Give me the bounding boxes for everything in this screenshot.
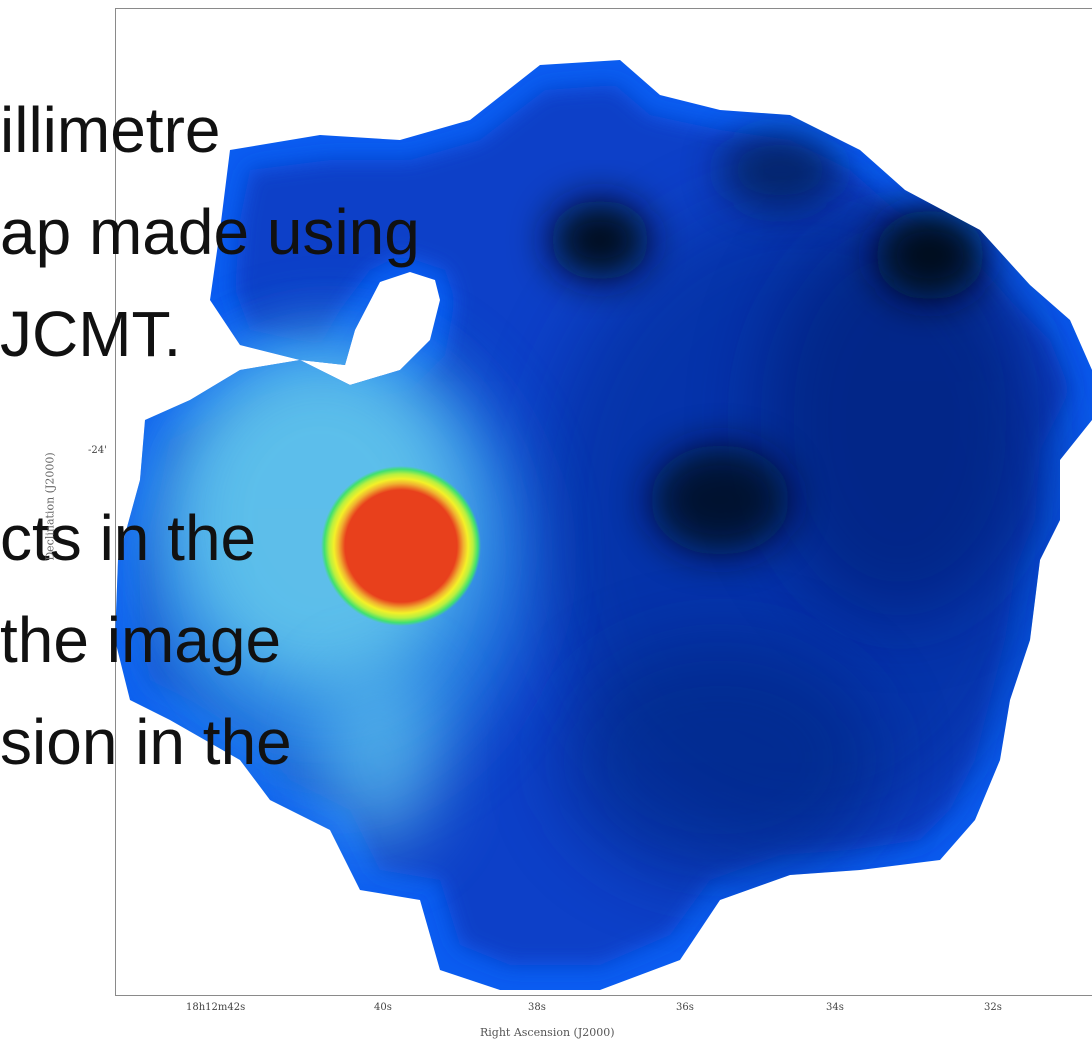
x-tick-label: 36s: [676, 1002, 694, 1013]
x-tick-label: 18h12m42s: [186, 1002, 246, 1013]
x-tick-label: 32s: [984, 1002, 1002, 1013]
x-tick-label: 34s: [826, 1002, 844, 1013]
slide-text-line: illimetre: [0, 94, 221, 166]
slide-text-line: JCMT.: [0, 298, 182, 370]
x-tick-label: 40s: [374, 1002, 392, 1013]
slide-text-line: the image: [0, 604, 282, 676]
x-axis-label: Right Ascension (J2000): [480, 1026, 615, 1039]
map-frame: [115, 8, 1092, 996]
y-tick-label: -24': [88, 445, 107, 456]
x-tick-label: 38s: [528, 1002, 546, 1013]
slide-text-line: cts in the: [0, 502, 257, 574]
y-axis-label: Declination (J2000): [43, 452, 57, 561]
slide-text-line: ap made using: [0, 196, 420, 268]
slide-text-line: sion in the: [0, 706, 292, 778]
